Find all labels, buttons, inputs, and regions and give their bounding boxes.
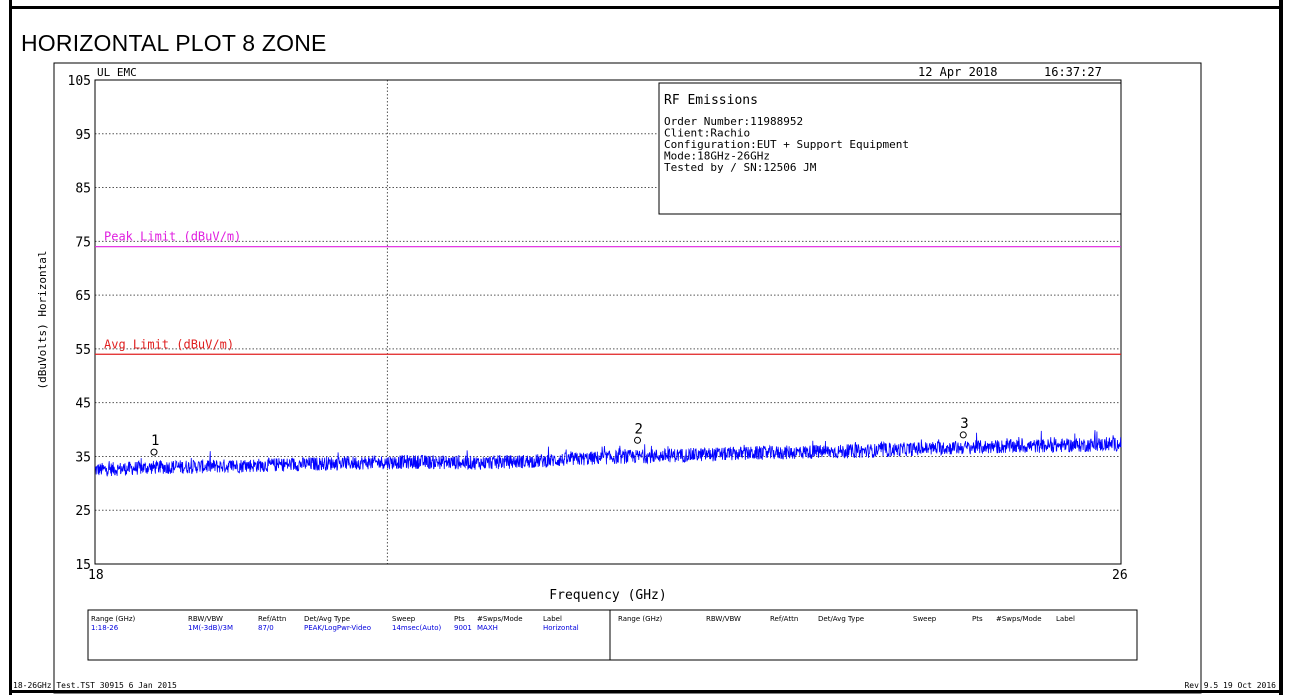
settings-header: RBW/VBW (188, 615, 223, 623)
frame-top-border (9, 6, 1283, 9)
y-tick-label: 15 (75, 558, 91, 573)
info-box-lines: Order Number:11988952Client:RachioConfig… (664, 115, 909, 174)
limit-label: Peak Limit (dBuV/m) (104, 230, 241, 244)
marker-point (150, 448, 158, 456)
footer-left: 18-26GHz Test.TST 30915 6 Jan 2015 (13, 681, 177, 690)
settings-header: Label (543, 615, 562, 623)
footer-right: Rev 9.5 19 Oct 2016 (1184, 681, 1276, 690)
settings-value: MAXH (477, 624, 498, 632)
settings-header: Det/Avg Type (304, 615, 350, 623)
settings-header: Pts (454, 615, 465, 623)
settings-header: Ref/Attn (770, 615, 798, 623)
plot-area-border (94, 79, 1122, 565)
settings-header: Range (GHz) (618, 615, 663, 623)
settings-header: Ref/Attn (258, 615, 286, 623)
info-box-title: RF Emissions (664, 93, 758, 108)
y-tick-label: 65 (75, 289, 91, 304)
info-box-line: Configuration:EUT + Support Equipment (664, 138, 909, 151)
settings-header: Label (1056, 615, 1075, 623)
series-trace (94, 430, 1122, 477)
header-org: UL EMC (97, 66, 137, 79)
settings-header: Det/Avg Type (818, 615, 864, 623)
y-tick-label: 45 (75, 397, 91, 412)
header-date: 12 Apr 2018 (918, 65, 997, 79)
y-tick-label: 55 (75, 343, 91, 358)
info-box-line: Mode:18GHz-26GHz (664, 150, 770, 163)
settings-header: Sweep (392, 615, 416, 623)
settings-header: Sweep (913, 615, 937, 623)
settings-table-content: Range (GHz) RBW/VBW Ref/Attn Det/Avg Type Sw… (91, 615, 1075, 632)
info-box-line: Tested by / SN:12506 JM (664, 161, 817, 174)
y-tick-labels: 105 95 85 75 65 55 45 35 25 15 (68, 74, 91, 573)
y-axis-label: (dBuVolts) Horizontal (36, 250, 49, 389)
page-title: HORIZONTAL PLOT 8 ZONE (21, 30, 327, 56)
limit-lines: Peak Limit (dBuV/m) Avg Limit (dBuV/m) (95, 230, 1121, 355)
marker-label: 2 (634, 421, 642, 437)
settings-value: 9001 (454, 624, 472, 632)
x-tick-label-end: 26 (1112, 568, 1128, 583)
info-box-line: Order Number:11988952 (664, 115, 803, 128)
x-axis-label: Frequency (GHz) (549, 588, 666, 603)
settings-header: #Swps/Mode (996, 615, 1042, 623)
settings-table (87, 609, 1138, 661)
markers-layer: 1 2 3 (150, 416, 969, 456)
info-box (658, 82, 1122, 215)
frame-bottom-border (9, 690, 1283, 693)
settings-header: Range (GHz) (91, 615, 136, 623)
settings-header: #Swps/Mode (477, 615, 523, 623)
y-tick-label: 95 (75, 128, 91, 143)
settings-header: Pts (972, 615, 983, 623)
marker-label: 1 (151, 433, 159, 449)
settings-value: 1:18-26 (91, 624, 119, 632)
limit-label: Avg Limit (dBuV/m) (104, 337, 234, 351)
settings-value: Horizontal (543, 624, 579, 632)
plot-outer-frame (53, 62, 1202, 694)
frame-left-border (9, 0, 12, 695)
settings-value: 87/0 (258, 624, 274, 632)
y-tick-label: 35 (75, 450, 91, 465)
settings-value: PEAK/LogPwr-Video (304, 624, 371, 632)
settings-header: RBW/VBW (706, 615, 741, 623)
trace-layer (94, 430, 1122, 477)
y-tick-label: 75 (75, 235, 91, 250)
y-tick-label: 25 (75, 504, 91, 519)
marker-label: 3 (960, 416, 968, 432)
settings-value: 1M(-3dB)/3M (188, 624, 233, 632)
y-tick-label: 105 (68, 74, 91, 89)
marker-point (959, 431, 967, 439)
header-time: 16:37:27 (1044, 65, 1102, 79)
info-box-line: Client:Rachio (664, 127, 750, 140)
frame-right-border (1279, 0, 1283, 695)
x-tick-label-start: 18 (88, 568, 104, 583)
settings-value: 14msec(Auto) (392, 624, 442, 632)
y-tick-label: 85 (75, 182, 91, 197)
marker-point (633, 436, 641, 444)
